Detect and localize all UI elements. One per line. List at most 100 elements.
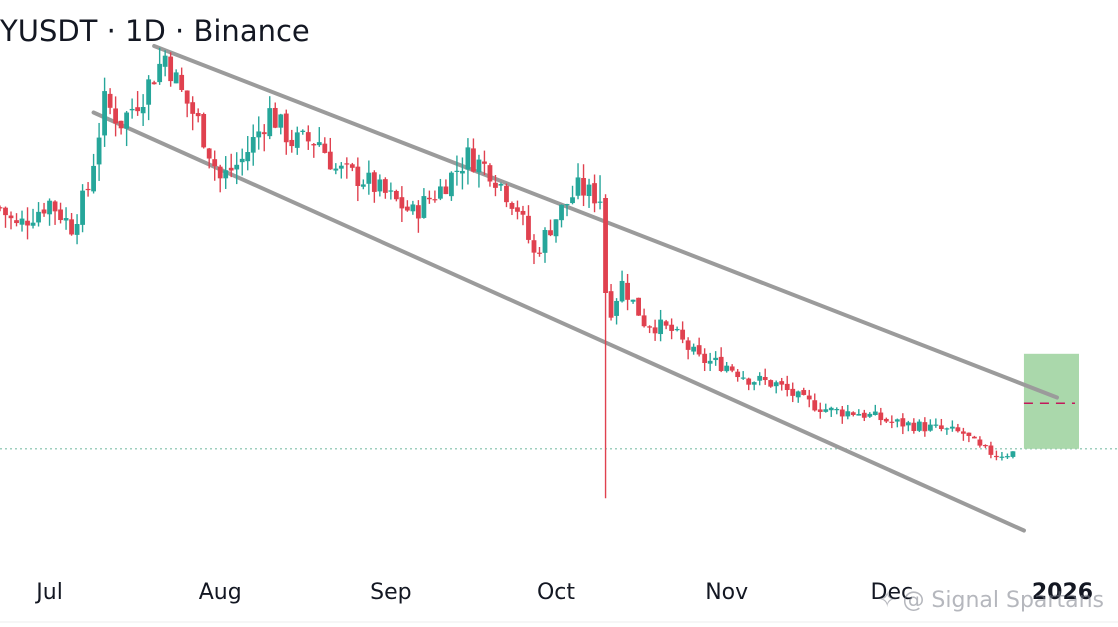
candle: [674, 326, 680, 332]
candle-body: [349, 164, 355, 168]
candle: [735, 369, 741, 382]
candle-body: [685, 340, 691, 350]
candle: [482, 150, 487, 176]
candle-body: [575, 177, 581, 196]
candle: [421, 188, 427, 219]
candle: [278, 113, 284, 135]
candle: [702, 348, 708, 372]
candle: [80, 184, 85, 233]
candle: [801, 387, 807, 396]
candle: [878, 407, 884, 426]
candle-body: [206, 148, 212, 159]
candle: [515, 200, 520, 220]
candle: [663, 319, 669, 330]
candle: [223, 156, 229, 189]
candle: [393, 189, 399, 202]
candle: [828, 406, 834, 417]
candle: [971, 435, 977, 439]
candle-body: [630, 299, 636, 302]
candle: [729, 364, 735, 373]
candle-body: [570, 197, 575, 204]
candle-body: [889, 421, 895, 423]
candle-body: [839, 409, 845, 417]
candle: [608, 284, 614, 321]
candle: [283, 109, 289, 155]
candle-body: [294, 132, 300, 148]
candle-body: [828, 407, 834, 411]
candle-body: [388, 190, 394, 192]
candle-body: [702, 353, 708, 364]
candle: [294, 126, 300, 155]
candle-body: [938, 425, 944, 430]
candle-body: [410, 204, 416, 212]
candle-body: [652, 327, 658, 334]
candle-body: [256, 131, 262, 138]
candle: [955, 423, 961, 433]
candle: [724, 361, 730, 373]
candle: [658, 309, 664, 342]
candle-body: [762, 376, 768, 381]
candle-body: [564, 204, 570, 206]
candle: [960, 427, 966, 441]
candle-body: [553, 219, 559, 237]
candle: [333, 163, 339, 175]
candle-body: [283, 113, 289, 143]
candle: [382, 177, 388, 199]
candle-body: [988, 445, 994, 455]
candle-body: [691, 346, 697, 352]
candle-body: [526, 215, 531, 240]
candle: [977, 436, 983, 448]
candle: [740, 371, 746, 380]
candle-body: [966, 432, 972, 436]
candle: [146, 75, 152, 121]
candle-body: [41, 209, 47, 214]
candle-body: [801, 390, 807, 395]
candle-body: [994, 455, 999, 458]
candle-body: [861, 412, 867, 418]
candle-body: [509, 203, 515, 209]
candle: [592, 174, 597, 213]
candle-body: [674, 328, 680, 331]
candle-body: [751, 382, 757, 385]
candle: [685, 337, 691, 360]
candle: [217, 164, 223, 193]
candle: [58, 202, 63, 224]
candle-body: [250, 137, 256, 153]
candle: [493, 175, 498, 197]
candle-body: [195, 113, 201, 117]
candle-body: [718, 356, 724, 371]
candle-body: [239, 158, 245, 163]
candle-body: [883, 418, 889, 422]
candle-body: [289, 139, 295, 147]
candle: [91, 153, 96, 194]
candle: [619, 270, 625, 303]
candle-body: [823, 409, 829, 412]
candle: [184, 90, 190, 118]
candle: [432, 190, 438, 203]
candle-body: [432, 199, 438, 201]
candle: [239, 148, 245, 176]
candle: [135, 91, 141, 116]
candle-body: [746, 378, 752, 385]
candle-body: [162, 55, 168, 67]
candle: [366, 160, 372, 195]
x-tick-label: Jul: [36, 580, 63, 605]
candle: [553, 219, 559, 243]
watermark: ✧ @ Signal Spartans: [878, 588, 1104, 613]
candle-body: [960, 431, 966, 434]
candle: [267, 96, 273, 140]
candle-body: [107, 93, 113, 108]
candle: [443, 179, 449, 195]
candle-body: [487, 165, 493, 182]
candle: [305, 125, 311, 150]
candle: [113, 96, 119, 137]
candle-body: [179, 74, 185, 90]
candle-body: [504, 185, 509, 203]
candle: [872, 404, 878, 416]
x-tick-label: Dec: [870, 580, 914, 605]
candle: [63, 207, 69, 230]
candle-body: [795, 391, 801, 398]
candle: [867, 412, 873, 418]
